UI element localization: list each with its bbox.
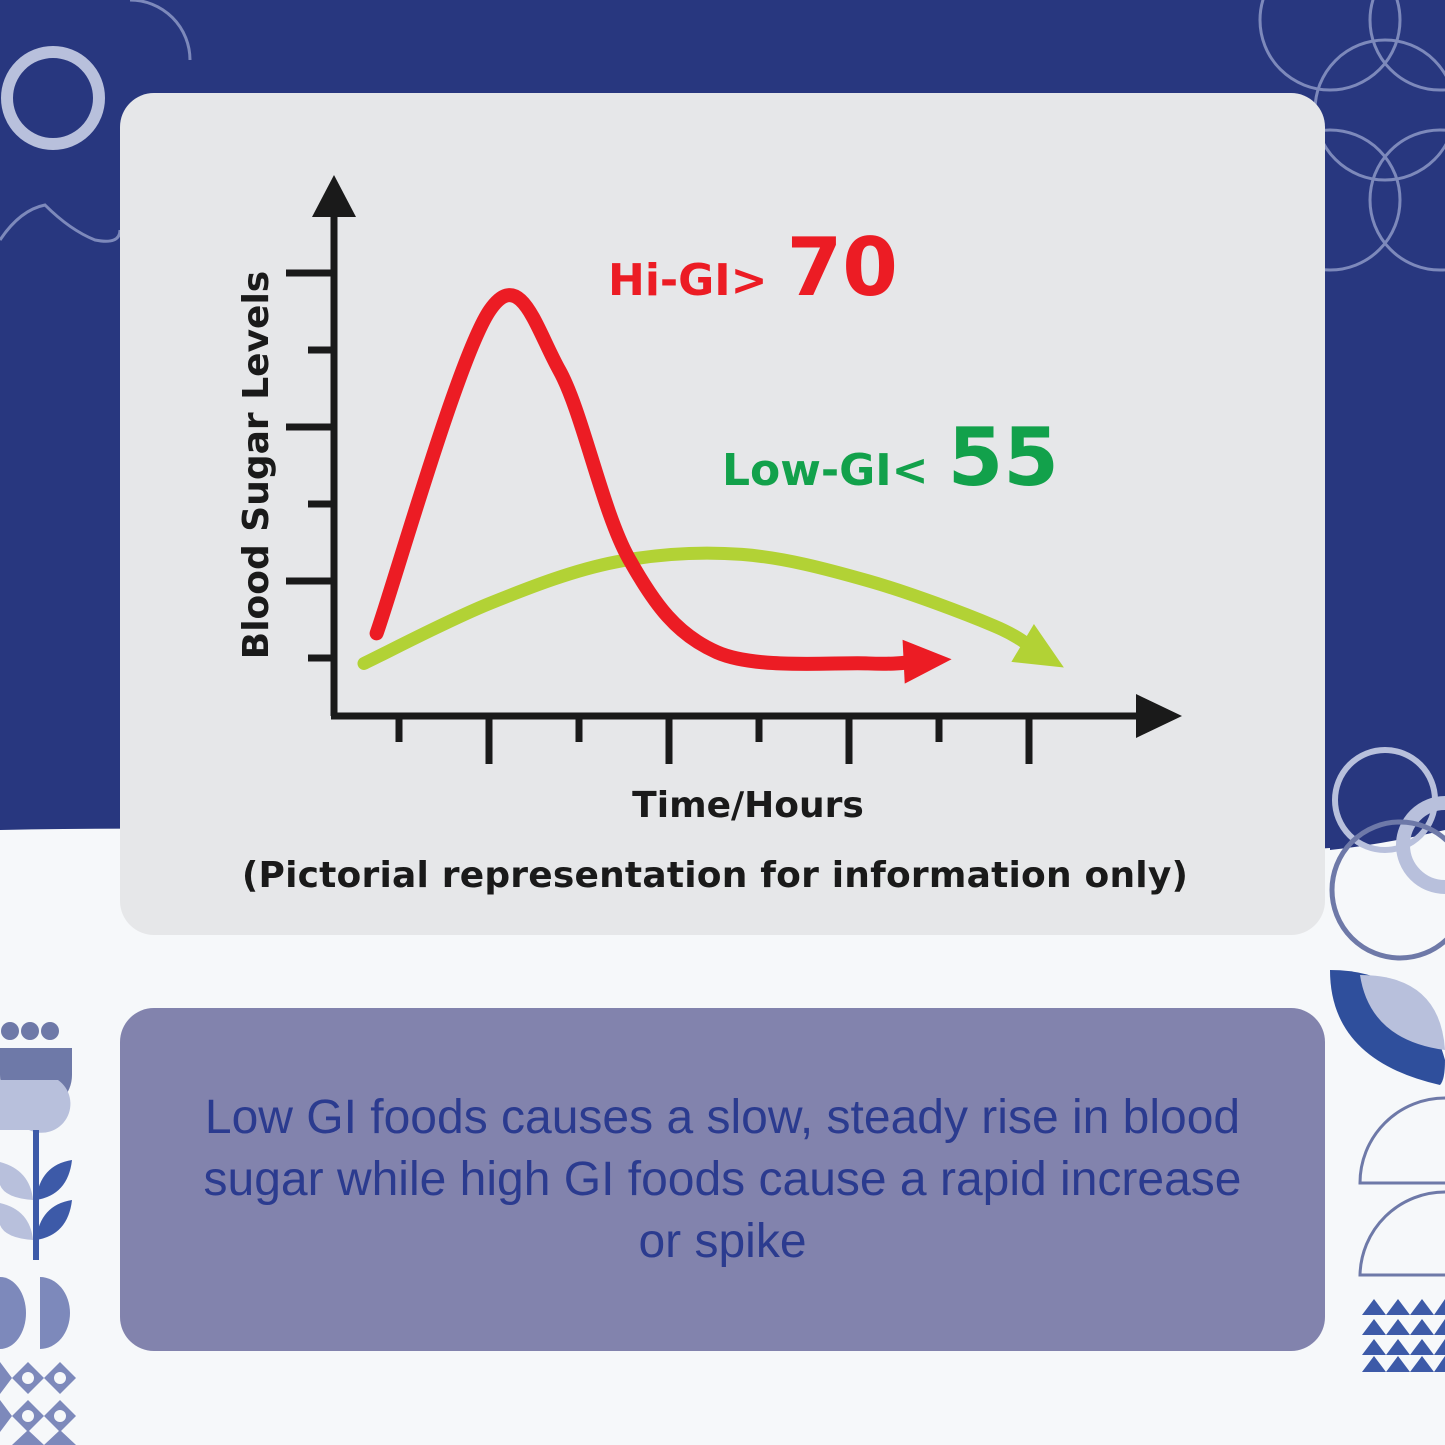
- y-axis-arrow: [312, 175, 356, 217]
- chart-axes: [312, 175, 1182, 738]
- message-text: Low GI foods causes a slow, steady rise …: [203, 1090, 1242, 1268]
- hi-gi-arrowhead: [902, 639, 952, 684]
- y-axis-label: Blood Sugar Levels: [236, 271, 277, 659]
- low-gi-arrowhead: [1011, 624, 1064, 668]
- low-gi-curve: [357, 546, 1045, 670]
- hi-gi-label: Hi-GI> 70: [608, 221, 898, 314]
- low-gi-prefix: Low-GI<: [722, 445, 929, 496]
- message-box: Low GI foods causes a slow, steady rise …: [120, 1008, 1325, 1351]
- hi-gi-value: 70: [787, 221, 898, 314]
- chart-card: Blood Sugar Levels Time/Hours Hi-GI> 70 …: [120, 93, 1325, 935]
- low-gi-value: 55: [948, 411, 1059, 504]
- x-axis-arrow: [1136, 694, 1182, 738]
- x-axis-label: Time/Hours: [632, 785, 864, 826]
- low-gi-label: Low-GI< 55: [722, 411, 1059, 504]
- hi-gi-curve: [369, 288, 929, 671]
- chart-series: [357, 288, 1064, 684]
- chart-ticks: [286, 269, 1033, 764]
- blood-sugar-chart: Blood Sugar Levels Time/Hours Hi-GI> 70 …: [236, 175, 1182, 826]
- hi-gi-prefix: Hi-GI>: [608, 255, 768, 306]
- chart-disclaimer: (Pictorial representation for informatio…: [241, 855, 1189, 896]
